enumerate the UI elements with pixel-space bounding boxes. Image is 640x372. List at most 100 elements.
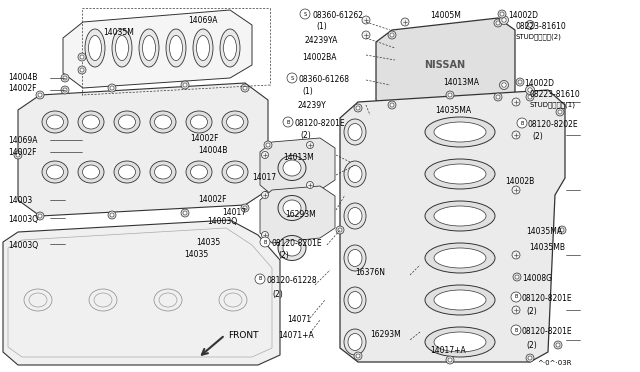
- Text: 14035: 14035: [184, 250, 208, 259]
- Ellipse shape: [186, 161, 212, 183]
- Ellipse shape: [227, 165, 243, 179]
- Ellipse shape: [560, 228, 564, 232]
- Ellipse shape: [307, 182, 314, 189]
- Text: B: B: [259, 276, 262, 282]
- Ellipse shape: [494, 93, 502, 101]
- Ellipse shape: [348, 208, 362, 224]
- Ellipse shape: [390, 103, 394, 107]
- Ellipse shape: [425, 243, 495, 273]
- Text: 14003Q: 14003Q: [8, 241, 38, 250]
- Ellipse shape: [528, 356, 532, 360]
- Text: 14017+A: 14017+A: [430, 346, 466, 355]
- Ellipse shape: [425, 117, 495, 147]
- Text: S: S: [303, 12, 307, 16]
- Text: (1): (1): [316, 22, 327, 31]
- Text: 14002F: 14002F: [190, 134, 218, 143]
- Ellipse shape: [356, 354, 360, 358]
- Text: 24239YA: 24239YA: [305, 36, 339, 45]
- Text: (2): (2): [278, 251, 289, 260]
- Ellipse shape: [494, 19, 502, 27]
- Text: B: B: [515, 327, 518, 333]
- Ellipse shape: [266, 143, 270, 147]
- Ellipse shape: [513, 273, 521, 281]
- Ellipse shape: [191, 165, 207, 179]
- Ellipse shape: [264, 141, 272, 149]
- Ellipse shape: [223, 35, 237, 61]
- Ellipse shape: [78, 161, 104, 183]
- Ellipse shape: [181, 209, 189, 217]
- Ellipse shape: [47, 165, 63, 179]
- Ellipse shape: [511, 292, 521, 302]
- Ellipse shape: [260, 237, 270, 247]
- Ellipse shape: [558, 110, 562, 114]
- Ellipse shape: [425, 285, 495, 315]
- Ellipse shape: [85, 29, 105, 67]
- Ellipse shape: [348, 334, 362, 350]
- Ellipse shape: [336, 226, 344, 234]
- Ellipse shape: [556, 343, 560, 347]
- Text: 08120-8201E: 08120-8201E: [522, 294, 573, 303]
- Ellipse shape: [183, 211, 187, 215]
- Text: (1): (1): [302, 87, 313, 96]
- Ellipse shape: [502, 83, 506, 87]
- Ellipse shape: [434, 290, 486, 310]
- Ellipse shape: [150, 111, 176, 133]
- Ellipse shape: [388, 101, 396, 109]
- Ellipse shape: [499, 80, 509, 90]
- Text: 14003Q: 14003Q: [207, 217, 237, 226]
- Ellipse shape: [556, 108, 564, 116]
- Text: (2): (2): [272, 290, 283, 299]
- Text: 14017: 14017: [252, 173, 276, 182]
- Ellipse shape: [241, 84, 249, 92]
- Text: B: B: [515, 295, 518, 299]
- Ellipse shape: [434, 206, 486, 226]
- Ellipse shape: [16, 153, 20, 157]
- Ellipse shape: [63, 88, 67, 92]
- Text: 14035: 14035: [196, 238, 220, 247]
- Text: B: B: [263, 240, 267, 244]
- Text: STUDスタッド(1): STUDスタッド(1): [530, 101, 576, 108]
- Ellipse shape: [496, 21, 500, 25]
- Ellipse shape: [525, 20, 534, 29]
- Ellipse shape: [434, 332, 486, 352]
- Text: 08120-8202E: 08120-8202E: [528, 120, 579, 129]
- Ellipse shape: [262, 151, 269, 158]
- Ellipse shape: [283, 200, 301, 216]
- Ellipse shape: [344, 245, 366, 271]
- Ellipse shape: [112, 29, 132, 67]
- Ellipse shape: [528, 95, 532, 99]
- Text: 14071: 14071: [287, 315, 311, 324]
- Ellipse shape: [498, 10, 506, 18]
- Ellipse shape: [283, 240, 301, 256]
- Ellipse shape: [499, 16, 509, 25]
- Ellipse shape: [348, 250, 362, 266]
- Ellipse shape: [283, 160, 301, 176]
- Ellipse shape: [502, 18, 506, 22]
- Text: 08120-8201E: 08120-8201E: [272, 239, 323, 248]
- Ellipse shape: [307, 141, 314, 148]
- Ellipse shape: [434, 122, 486, 142]
- Text: 08120-8201E: 08120-8201E: [522, 327, 573, 336]
- Ellipse shape: [554, 341, 562, 349]
- Polygon shape: [3, 220, 280, 365]
- Ellipse shape: [110, 86, 114, 90]
- Polygon shape: [18, 83, 268, 216]
- Text: 14002D: 14002D: [508, 11, 538, 20]
- Ellipse shape: [193, 29, 213, 67]
- Text: 16293M: 16293M: [285, 210, 316, 219]
- Ellipse shape: [500, 12, 504, 16]
- Ellipse shape: [390, 33, 394, 37]
- Text: 08223-81610: 08223-81610: [516, 22, 567, 31]
- Ellipse shape: [110, 213, 114, 217]
- Ellipse shape: [401, 18, 409, 26]
- Ellipse shape: [344, 119, 366, 145]
- Text: B: B: [520, 121, 524, 125]
- Ellipse shape: [512, 186, 520, 194]
- Ellipse shape: [139, 29, 159, 67]
- Ellipse shape: [515, 275, 519, 279]
- Text: 14013MA: 14013MA: [443, 78, 479, 87]
- Ellipse shape: [425, 201, 495, 231]
- Text: 14008G: 14008G: [522, 274, 552, 283]
- Ellipse shape: [518, 80, 522, 84]
- Text: 24239Y: 24239Y: [298, 101, 327, 110]
